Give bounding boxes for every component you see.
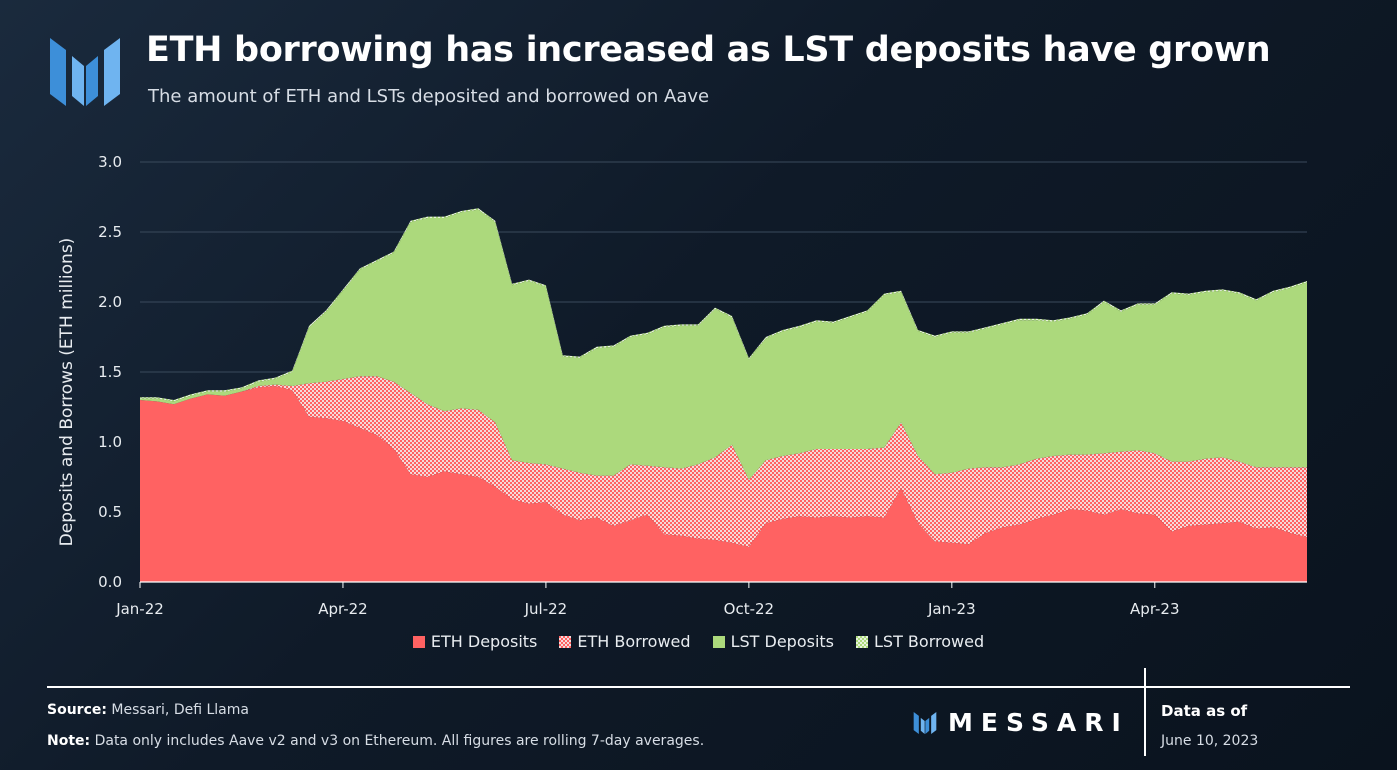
chart-subtitle: The amount of ETH and LSTs deposited and…	[148, 86, 710, 107]
data-as-of-label: Data as of	[1161, 702, 1248, 720]
area-eth-deposits	[140, 386, 1307, 582]
x-tick-label: Apr-22	[318, 600, 368, 618]
y-tick-label: 1.0	[98, 433, 122, 451]
messari-brand: MESSARI	[912, 708, 1129, 737]
y-axis-label: Deposits and Borrows (ETH millions)	[57, 238, 77, 547]
legend-item-eth-borrowed: ETH Borrowed	[559, 632, 691, 651]
x-tick-label: Oct-22	[724, 600, 774, 618]
legend-label: ETH Deposits	[430, 632, 538, 651]
x-tick-label: Jul-22	[524, 600, 568, 618]
legend-item-lst-deposits: LST Deposits	[712, 632, 834, 651]
chart-legend: ETH Deposits ETH Borrowed LST Deposits L…	[0, 632, 1397, 651]
x-tick-label: Apr-23	[1130, 600, 1180, 618]
legend-swatch-lst-deposits	[712, 635, 725, 648]
y-tick-label: 2.0	[98, 293, 122, 311]
data-as-of-date: June 10, 2023	[1161, 733, 1259, 749]
source-text: Source: Messari, Defi Llama	[47, 702, 249, 718]
legend-swatch-eth-deposits	[412, 635, 425, 648]
legend-swatch-lst-borrowed	[856, 635, 868, 648]
footer-divider	[47, 686, 1350, 688]
footer-vertical-divider	[1144, 668, 1146, 756]
y-tick-label: 3.0	[98, 153, 122, 171]
legend-item-eth-deposits: ETH Deposits	[412, 632, 538, 651]
x-tick-label: Jan-22	[115, 600, 164, 618]
note-label: Note:	[47, 733, 91, 749]
note-value: Data only includes Aave v2 and v3 on Eth…	[94, 733, 705, 749]
y-tick-label: 1.5	[98, 363, 122, 381]
y-tick-label: 0.0	[98, 573, 122, 591]
source-label: Source:	[47, 702, 107, 718]
area-lst-deposits	[140, 209, 1307, 480]
legend-swatch-eth-borrowed	[559, 635, 572, 648]
legend-label: LST Borrowed	[874, 632, 985, 651]
legend-label: ETH Borrowed	[577, 632, 691, 651]
legend-item-lst-borrowed: LST Borrowed	[856, 632, 984, 651]
y-tick-label: 0.5	[98, 503, 122, 521]
legend-label: LST Deposits	[730, 632, 834, 651]
y-tick-label: 2.5	[98, 223, 122, 241]
note-text: Note: Data only includes Aave v2 and v3 …	[47, 733, 704, 749]
messari-small-logo-icon	[913, 711, 937, 734]
chart-title: ETH borrowing has increased as LST depos…	[146, 30, 1271, 70]
brand-name: MESSARI	[948, 708, 1129, 737]
x-tick-label: Jan-23	[927, 600, 976, 618]
messari-logo-icon	[50, 38, 120, 106]
area-lst-borrowed	[140, 208, 1307, 402]
source-value: Messari, Defi Llama	[111, 702, 249, 718]
area-eth-borrowed	[140, 376, 1307, 547]
